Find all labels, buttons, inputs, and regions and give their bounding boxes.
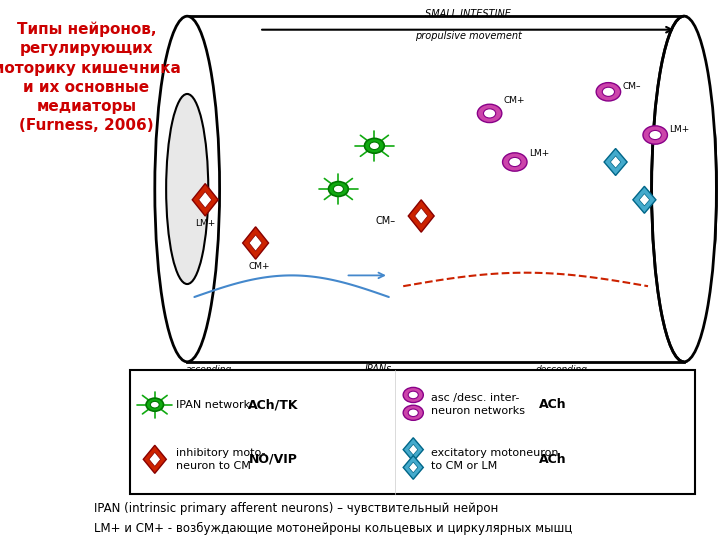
Circle shape [369, 142, 379, 150]
Circle shape [408, 391, 418, 399]
Ellipse shape [166, 94, 208, 284]
FancyBboxPatch shape [684, 16, 716, 362]
Polygon shape [403, 438, 423, 462]
Polygon shape [199, 192, 212, 208]
Circle shape [484, 109, 496, 118]
Polygon shape [149, 453, 161, 467]
Text: CM+: CM+ [248, 262, 270, 271]
Polygon shape [408, 200, 434, 232]
Polygon shape [192, 184, 218, 216]
Text: LM+ и CM+ - возбуждающие мотонейроны кольцевых и циркулярных мышц: LM+ и CM+ - возбуждающие мотонейроны кол… [94, 522, 572, 535]
Circle shape [508, 158, 521, 166]
Text: propulsive movement: propulsive movement [415, 31, 521, 42]
FancyBboxPatch shape [130, 370, 695, 494]
Text: ascending
excitatory reflexes
(CM+, LM+): ascending excitatory reflexes (CM+, LM+) [166, 364, 251, 394]
Text: IPANs: IPANs [364, 364, 392, 375]
Text: IPAN network: IPAN network [176, 400, 251, 410]
Polygon shape [415, 208, 428, 224]
Text: LM+: LM+ [529, 150, 549, 158]
Circle shape [403, 405, 423, 420]
Polygon shape [243, 227, 269, 259]
Text: ACh: ACh [539, 453, 567, 466]
Circle shape [503, 153, 527, 171]
Circle shape [333, 185, 343, 193]
Circle shape [146, 398, 163, 411]
Polygon shape [633, 186, 656, 213]
Circle shape [602, 87, 615, 96]
Polygon shape [604, 148, 627, 176]
Polygon shape [639, 194, 649, 206]
Ellipse shape [652, 16, 716, 362]
Circle shape [477, 104, 502, 123]
Ellipse shape [155, 16, 220, 362]
Text: ACh/TK: ACh/TK [248, 398, 299, 411]
Text: SMALL INTESTINE: SMALL INTESTINE [425, 9, 511, 19]
Text: Типы нейронов,
регулирующих
моторику кишечника
и их основные
медиаторы
(Furness,: Типы нейронов, регулирующих моторику киш… [0, 22, 181, 133]
Text: excitatory motoneuron
to CM or LM: excitatory motoneuron to CM or LM [431, 448, 559, 470]
Text: inhibitory moto-
neuron to CM: inhibitory moto- neuron to CM [176, 448, 266, 470]
Polygon shape [143, 446, 166, 474]
Text: ACh: ACh [539, 398, 567, 411]
Text: CM+: CM+ [504, 96, 526, 105]
Text: LM+: LM+ [670, 125, 690, 134]
FancyBboxPatch shape [187, 16, 684, 362]
Polygon shape [409, 444, 418, 455]
Circle shape [328, 181, 348, 197]
Text: NO/VIP: NO/VIP [248, 453, 297, 466]
Circle shape [408, 409, 418, 416]
Circle shape [403, 387, 423, 402]
Text: IPAN (intrinsic primary afferent neurons) – чувствительный нейрон: IPAN (intrinsic primary afferent neurons… [94, 502, 498, 515]
Polygon shape [403, 456, 423, 480]
Circle shape [596, 83, 621, 101]
Text: LM+: LM+ [195, 219, 215, 228]
Text: CM–: CM– [375, 216, 395, 226]
Polygon shape [249, 235, 262, 251]
Circle shape [649, 131, 662, 139]
Circle shape [150, 401, 159, 408]
Circle shape [364, 138, 384, 153]
Polygon shape [611, 156, 621, 168]
Text: descending
inhibitory (CM-) and
excitatory reflexes (CM+, LM+): descending inhibitory (CM-) and excitato… [491, 364, 632, 394]
Text: CM–: CM– [623, 82, 642, 91]
Circle shape [643, 126, 667, 144]
Polygon shape [409, 462, 418, 473]
Text: asc /desc. inter-
neuron networks: asc /desc. inter- neuron networks [431, 394, 526, 416]
